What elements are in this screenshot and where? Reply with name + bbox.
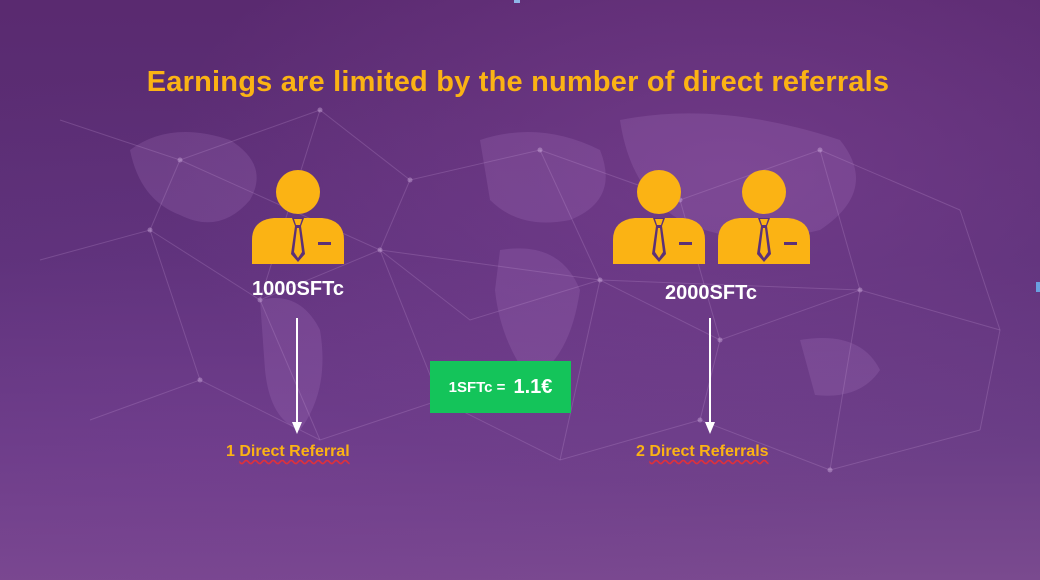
right-referral-label: 2 Direct Referrals	[636, 443, 769, 461]
top-edge-mark	[514, 0, 520, 3]
businessman-icon	[252, 170, 344, 264]
down-arrow-icon	[705, 318, 715, 434]
rate-lhs: 1SFTc =	[448, 378, 506, 396]
rate-badge: 1SFTc = 1.1€	[430, 361, 571, 413]
rate-rhs: 1.1€	[513, 375, 553, 398]
down-arrow-icon	[292, 318, 302, 434]
right-edge-mark	[1036, 282, 1040, 292]
right-amount: 2000SFTc	[665, 282, 757, 304]
left-referral-text: Direct Referral	[239, 443, 350, 460]
left-amount: 1000SFTc	[252, 278, 344, 300]
left-referral-number: 1	[226, 443, 235, 460]
right-referral-number: 2	[636, 443, 645, 460]
left-referral-label: 1 Direct Referral	[226, 443, 350, 461]
businessman-icon	[613, 170, 705, 264]
right-referral-text: Direct Referrals	[649, 443, 769, 460]
page-title: Earnings are limited by the number of di…	[146, 66, 890, 98]
businessman-icon	[718, 170, 810, 264]
